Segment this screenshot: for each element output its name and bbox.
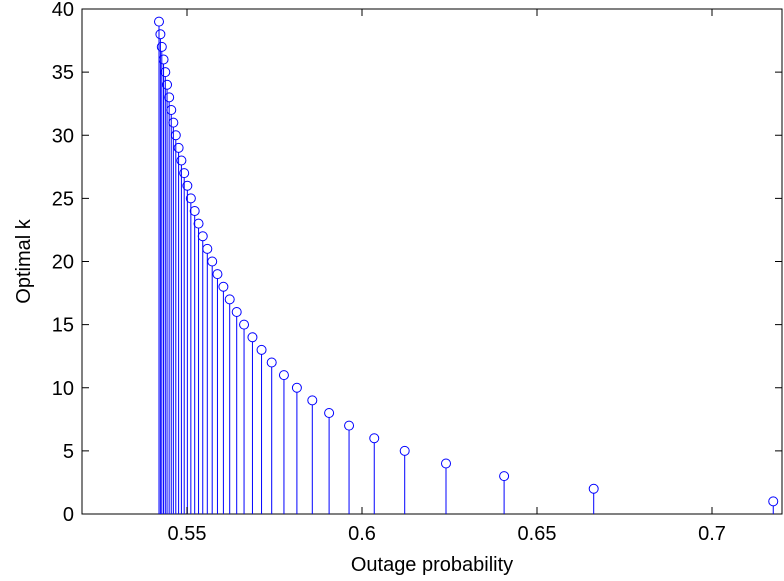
stem-marker — [768, 496, 779, 507]
stem-marker — [266, 357, 277, 368]
stem-marker — [344, 420, 355, 431]
stem-marker — [369, 433, 380, 444]
stem-marker — [247, 332, 258, 343]
stem-marker — [399, 445, 410, 456]
stem-marker — [156, 41, 167, 52]
stem-marker — [239, 319, 250, 330]
stem-marker — [193, 218, 204, 229]
y-tick-label: 0 — [63, 504, 74, 526]
stem-marker — [307, 395, 318, 406]
stem-marker — [189, 206, 200, 216]
stem-marker — [291, 382, 302, 393]
stem-marker — [154, 16, 164, 27]
y-tick-label: 10 — [52, 378, 74, 400]
y-tick-label: 15 — [52, 315, 74, 337]
stem-marker — [588, 483, 599, 494]
y-tick-label: 35 — [52, 62, 74, 84]
stem-marker — [212, 269, 223, 280]
x-axis-label: Outage probability — [351, 554, 513, 576]
y-tick-label: 5 — [63, 441, 74, 463]
x-tick-label: 0.6 — [348, 523, 376, 545]
x-tick-label: 0.65 — [518, 523, 557, 545]
x-tick-label: 0.55 — [168, 523, 207, 545]
stem-marker — [185, 193, 196, 204]
stem-marker — [441, 458, 451, 469]
y-axis-label: Optimal k — [13, 218, 35, 303]
stem-marker — [179, 168, 190, 179]
y-tick-label: 20 — [52, 252, 74, 274]
stem-marker — [173, 142, 184, 153]
stems-layer — [154, 16, 779, 514]
y-tick-label: 40 — [52, 0, 74, 21]
stem-marker — [256, 344, 267, 355]
stem-marker — [278, 370, 289, 381]
ticks-layer: 0.55 0.6 0.65 0.7 0 5 10 15 20 25 30 35 40 — [52, 0, 782, 545]
x-tick-label: 0.7 — [698, 523, 726, 545]
stem-marker — [231, 307, 242, 317]
stem-marker — [182, 180, 193, 191]
stem-marker — [155, 29, 166, 40]
stem-marker — [324, 408, 335, 418]
stem-marker — [176, 155, 187, 166]
stem-marker — [162, 79, 173, 90]
stem-marker — [218, 281, 229, 292]
stem-marker — [224, 294, 235, 305]
y-tick-label: 25 — [52, 188, 74, 210]
y-tick-label: 30 — [52, 125, 74, 147]
stem-marker — [499, 471, 510, 482]
stem-marker — [164, 92, 175, 103]
